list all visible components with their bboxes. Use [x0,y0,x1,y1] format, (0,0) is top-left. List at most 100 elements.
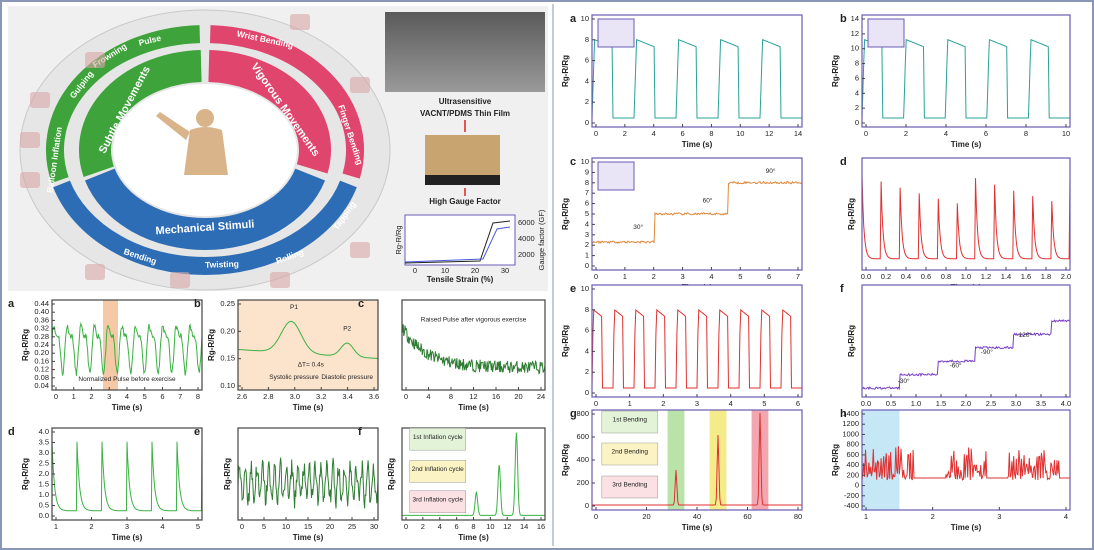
annotation: 90° [766,167,776,175]
sector-band [79,50,202,178]
y-tick-label: 0.32 [34,324,49,333]
inset-y2label: Gauge factor (GF) [537,209,546,270]
inset-ylabel: Rg-R/Rg [394,225,403,254]
y-tick-label: 3 [585,230,589,239]
inset-curve [404,226,511,263]
x-tick-label: 1.2 [981,272,991,281]
panel-label: b [840,13,847,25]
inset-tick: 30 [501,266,509,275]
x-tick-label: 4 [438,522,442,531]
x-tick-label: 2 [89,522,93,531]
x-tick-label: 0 [404,392,408,401]
x-tick-label: 1 [623,272,627,281]
y-tick-label: 14 [851,14,859,23]
stimuli-band [53,180,357,275]
annotation: 2nd Bending [612,449,649,456]
x-tick-label: 1 [864,512,868,521]
inset-frame [404,214,516,266]
x-tick-label: 7 [178,392,182,401]
x-tick-label: 6 [680,129,684,138]
x-tick-label: 20 [642,512,650,521]
x-label: Time (s) [112,403,143,412]
panel-label: c [570,156,576,168]
y-tick-label: 10 [581,284,589,293]
highlight [667,410,685,510]
y-tick-label: 2 [855,103,859,112]
photo-icon [170,272,190,288]
panel-label: d [840,156,847,168]
x-tick-label: 10 [1062,129,1070,138]
x-tick-label: 8 [471,522,475,531]
x-tick-label: 2 [623,129,627,138]
x-tick-label: 1.0 [961,272,971,281]
x-tick-label: 8 [709,129,713,138]
y-tick-label: 4 [585,76,589,85]
y-tick-label: -400 [844,501,859,510]
x-tick-label: 0 [864,129,868,138]
x-tick-label: 3 [997,512,1001,521]
x-tick-label: 0.0 [861,399,871,408]
waveform [861,446,1070,481]
x-tick-label: 1.4 [1001,272,1011,281]
highlight [103,300,118,390]
x-tick-label: 6 [160,392,164,401]
waveform [591,39,802,119]
photo-inset [597,161,635,191]
x-tick-label: 10 [282,522,290,531]
x-tick-label: 3 [680,272,684,281]
x-label: Time (s) [951,523,982,532]
y-tick-label: 0.10 [220,381,235,390]
x-tick-label: 0.8 [941,272,951,281]
panel-label: a [570,13,577,25]
x-tick-label: 0.2 [881,272,891,281]
annotation: -120° [1016,331,1032,339]
x-tick-label: 6 [984,129,988,138]
y-tick-label: 1.5 [39,479,49,488]
x-tick-label: 4 [1064,512,1068,521]
y-tick-label: 0.5 [39,500,49,509]
x-tick-label: 20 [326,522,334,531]
x-tick-label: 4 [652,129,656,138]
y-label: Rg-R/Rg [847,198,856,230]
x-tick-label: 1.8 [1041,272,1051,281]
inset-box [601,475,659,499]
x-tick-label: 3.0 [1011,399,1021,408]
x-tick-label: 6 [455,522,459,531]
x-tick-label: 1.5 [936,399,946,408]
y-label: Rg-R/Rg [847,325,856,357]
photo-icon [270,272,290,288]
x-tick-label: 60 [743,512,751,521]
y-label: Rg-R/Rg [561,55,570,87]
waveform [51,441,203,512]
figure-head [196,109,214,127]
y-tick-label: 3.5 [39,437,49,446]
x-tick-label: 0.4 [901,272,911,281]
panel-label: b [194,298,201,310]
x-tick-label: 2.5 [986,399,996,408]
y-tick-label: 3.0 [39,448,49,457]
stimulus-label: Twisting [205,259,239,270]
inset-tick: 2000 [518,250,535,259]
y-tick-label: 4 [585,346,589,355]
annotation: Normalized Pulse before exercise [78,376,176,383]
y-tick-label: 2.5 [39,458,49,467]
sector-band [84,168,326,250]
plot-area [402,300,545,390]
annotation: 2nd Inflation cycle [412,466,464,473]
x-tick-label: 3.4 [342,392,352,401]
x-tick-label: 4 [944,129,948,138]
inset-tick: 4000 [518,234,535,243]
x-tick-label: 8 [449,392,453,401]
y-tick-label: 6 [855,73,859,82]
x-tick-label: 2 [421,522,425,531]
y-tick-label: 9 [585,167,589,176]
x-tick-label: 1 [54,522,58,531]
x-tick-label: 5 [738,272,742,281]
annotation: -30° [898,377,910,385]
panel-label: f [840,283,844,295]
y-tick-label: 800 [846,440,859,449]
x-tick-label: 3 [695,399,699,408]
x-label: Time (s) [458,403,489,412]
y-tick-label: 0 [585,118,589,127]
